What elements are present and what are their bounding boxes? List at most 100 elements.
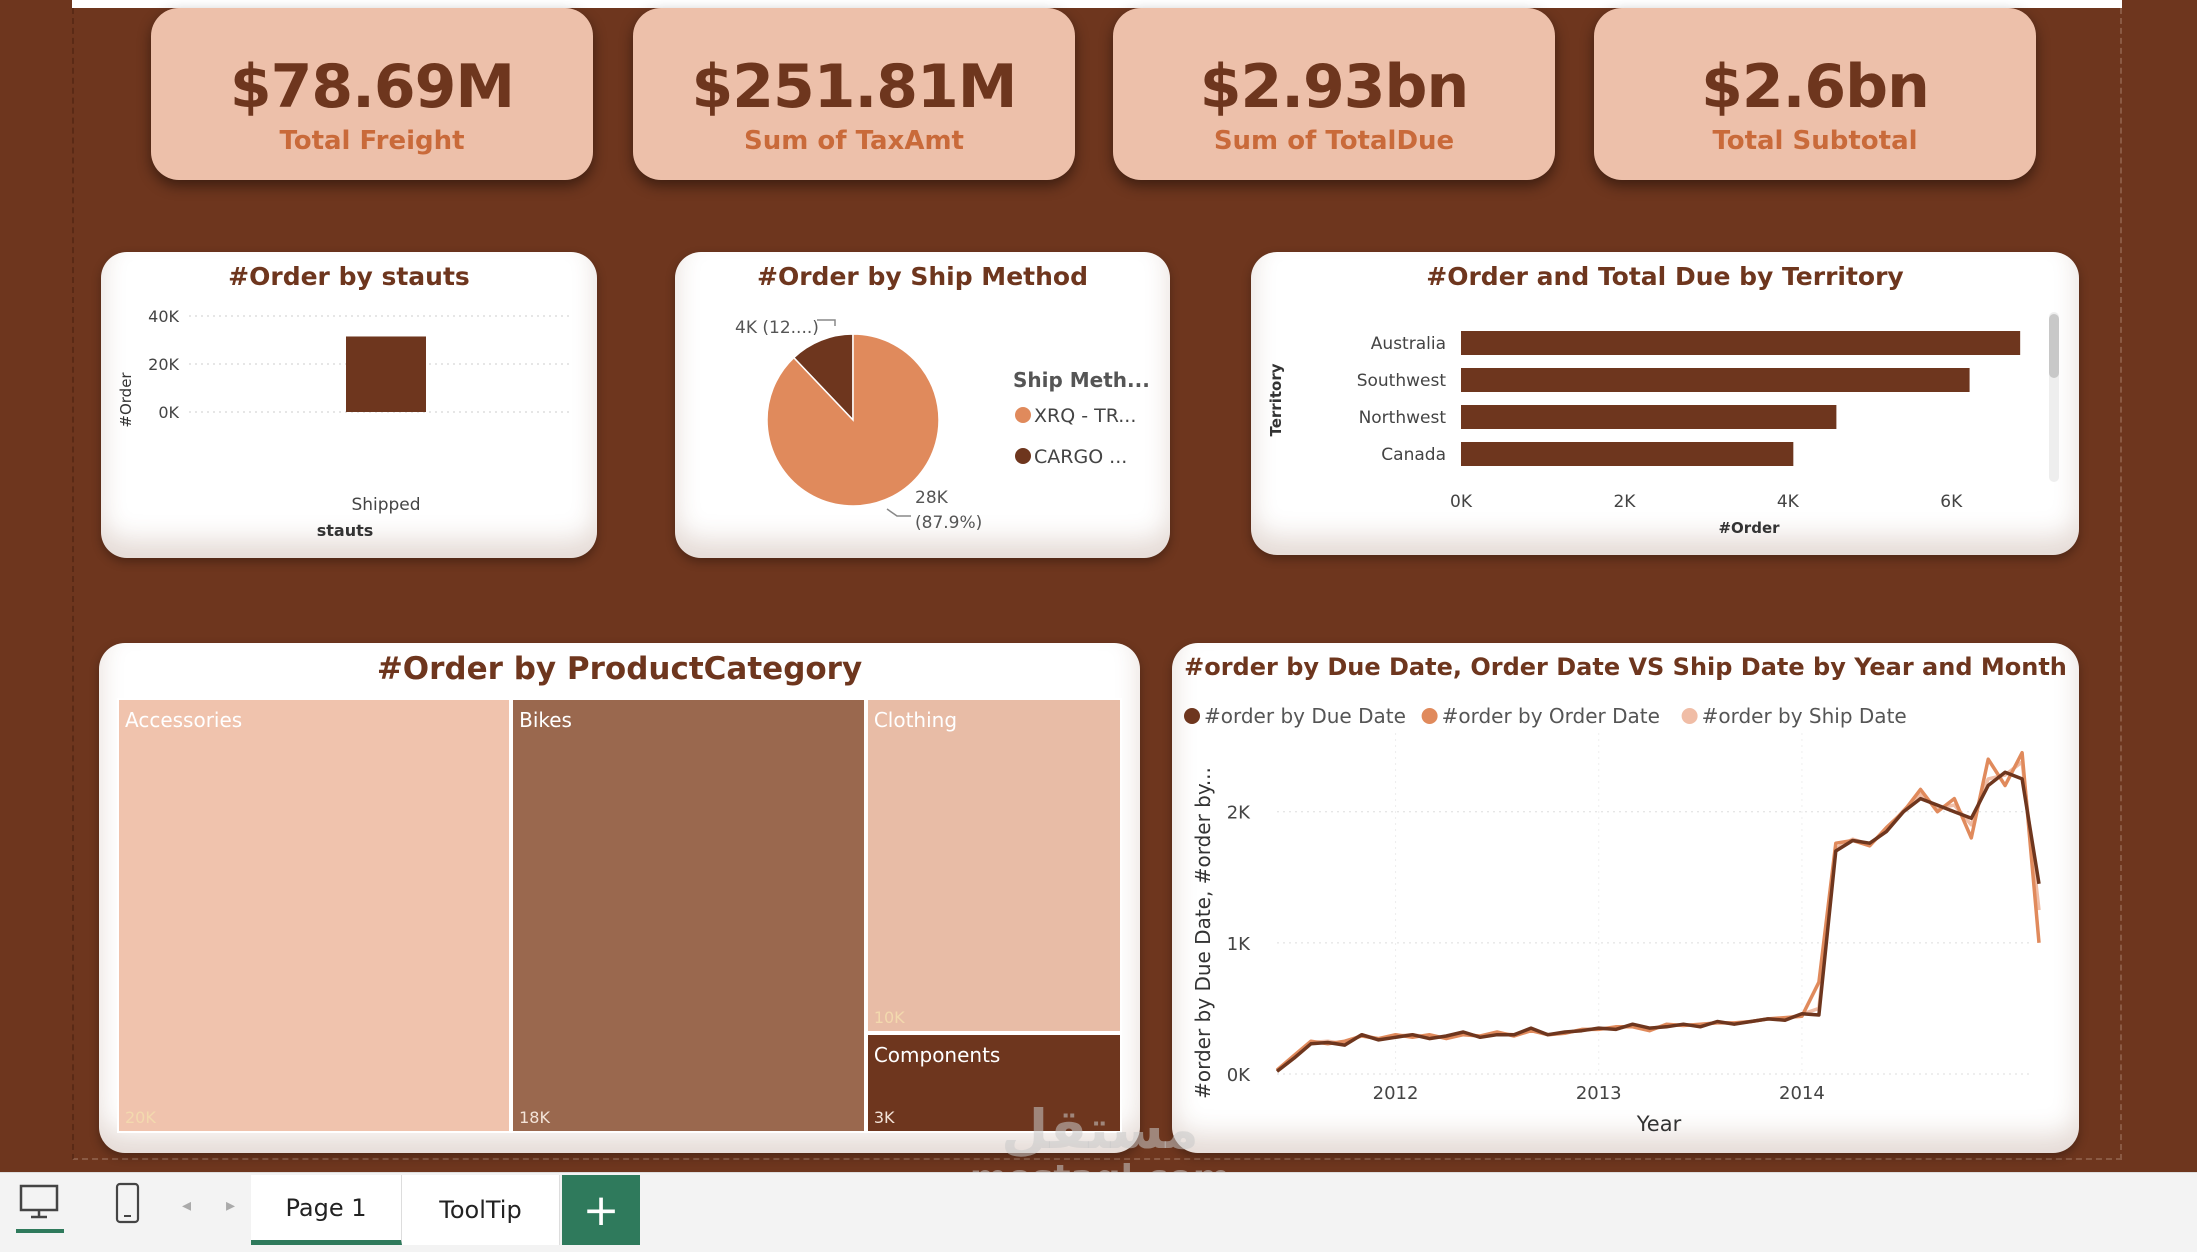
canvas-top-strip — [72, 0, 2122, 8]
line-x-axis-label: Year — [1636, 1112, 1682, 1136]
territory-y-tick: Australia — [1371, 334, 1446, 354]
status-y-tick: 20K — [148, 355, 179, 374]
territory-chart-card[interactable]: #Order and Total Due by Territory Austra… — [1251, 252, 2079, 555]
pie-leader-line-xrq — [886, 508, 911, 517]
line-legend-dot — [1184, 708, 1200, 724]
line-chart-svg: #order by Due Date #order by Order Date #o… — [1184, 704, 2041, 1136]
status-chart-svg: 0K 20K 40K Shipped #Order stauts — [117, 307, 571, 540]
status-x-tick: Shipped — [351, 495, 420, 515]
line-x-tick: 2013 — [1576, 1083, 1622, 1104]
territory-x-axis-label: #Order — [1718, 519, 1780, 537]
ship-legend-title: Ship Meth... — [1013, 368, 1150, 392]
pie-data-label-xrq-pct: (87.9%) — [915, 513, 982, 533]
status-y-tick: 40K — [148, 307, 179, 326]
status-x-axis-label: stauts — [317, 521, 374, 540]
treemap-tile[interactable]: Components 3K — [865, 1032, 1122, 1133]
treemap-tile[interactable]: Clothing 10K — [865, 698, 1122, 1033]
line-legend-item[interactable]: #order by Due Date — [1204, 704, 1406, 728]
ship-chart-title: #Order by Ship Method — [757, 262, 1088, 291]
status-y-tick: 0K — [158, 403, 179, 422]
ship-legend-item-xrq[interactable]: XRQ - TR... — [1034, 405, 1136, 427]
next-page-icon[interactable]: ▸ — [226, 1195, 236, 1216]
treemap-tile[interactable]: Accessories 20K — [117, 698, 512, 1133]
kpi-sum-taxamt[interactable]: $251.81M Sum of TaxAmt — [633, 8, 1075, 180]
page-tab-bar: ◂ ▸ Page 1 ToolTip + — [0, 1172, 2197, 1252]
line-legend-dot — [1421, 708, 1438, 724]
treemap-tile-value: 20K — [125, 1108, 156, 1127]
territory-chart-svg: Australia Southwest Northwest Canada 0K 2K 4K 6… — [1267, 312, 2059, 537]
ship-method-chart-card[interactable]: #Order by Ship Method 4K (12....) 28K (8… — [675, 252, 1170, 558]
kpi-total-freight[interactable]: $78.69M Total Freight — [151, 8, 593, 180]
kpi-label: Total Freight — [279, 126, 465, 156]
treemap-tile-label: Clothing — [873, 708, 958, 732]
watermark-arabic: مستقل — [1001, 1098, 1199, 1161]
territory-y-tick: Northwest — [1359, 408, 1447, 428]
status-bar[interactable] — [346, 336, 426, 412]
line-x-tick: 2014 — [1779, 1083, 1825, 1104]
kpi-value: $2.93bn — [1199, 52, 1469, 122]
treemap-tile-label: Accessories — [125, 708, 243, 732]
territory-x-tick: 0K — [1450, 492, 1473, 512]
territory-bar[interactable] — [1461, 405, 1837, 429]
tab-page-1[interactable]: Page 1 — [251, 1175, 402, 1245]
desktop-view-indicator — [16, 1229, 64, 1233]
treemap-tile[interactable]: Bikes 18K — [511, 698, 866, 1133]
tab-tooltip[interactable]: ToolTip — [402, 1175, 560, 1245]
prev-page-icon[interactable]: ◂ — [182, 1195, 192, 1216]
canvas-boundary — [72, 8, 2122, 1160]
treemap-tile-label: Bikes — [519, 708, 572, 732]
ship-legend-item-cargo[interactable]: CARGO ... — [1034, 446, 1127, 468]
line-y-tick: 2K — [1227, 803, 1251, 824]
legend-dot-cargo — [1015, 448, 1031, 464]
kpi-sum-totaldue[interactable]: $2.93bn Sum of TotalDue — [1113, 8, 1555, 180]
treemap-tile-value: 18K — [519, 1108, 550, 1127]
territory-x-tick: 4K — [1777, 492, 1800, 512]
category-chart-title: #Order by ProductCategory — [376, 651, 863, 687]
kpi-value: $2.6bn — [1701, 52, 1930, 122]
territory-y-tick: Canada — [1381, 445, 1446, 465]
territory-x-tick: 2K — [1613, 492, 1636, 512]
pie-data-label-cargo: 4K (12....) — [735, 318, 819, 338]
status-chart-title: #Order by stauts — [228, 262, 470, 291]
line-y-tick: 1K — [1227, 934, 1251, 955]
add-page-button[interactable]: + — [562, 1175, 640, 1245]
mobile-view-icon[interactable] — [114, 1181, 142, 1227]
status-chart-card[interactable]: #Order by stauts 0K 20K 40K Shipped #Order… — [101, 252, 597, 558]
legend-dot-xrq — [1015, 407, 1031, 423]
line-legend-dot — [1681, 708, 1698, 724]
status-y-axis-label: #Order — [117, 372, 135, 428]
treemap-tile-value: 3K — [873, 1107, 895, 1127]
date-line-chart-card[interactable]: #order by Due Date, Order Date VS Ship D… — [1172, 643, 2079, 1153]
line-legend-item[interactable]: #order by Order Date — [1442, 704, 1660, 728]
desktop-view-icon[interactable] — [18, 1183, 62, 1223]
territory-bar[interactable] — [1461, 442, 1794, 466]
pie-slice[interactable] — [766, 333, 940, 507]
territory-bar[interactable] — [1461, 331, 2021, 355]
line-y-tick: 0K — [1227, 1065, 1251, 1086]
line-series[interactable] — [1275, 770, 2041, 1073]
territory-bar[interactable] — [1461, 368, 1970, 392]
kpi-label: Sum of TotalDue — [1213, 126, 1455, 156]
line-legend-item[interactable]: #order by Ship Date — [1702, 704, 1907, 728]
category-chart-card[interactable]: #Order by ProductCategory Accessories 20K… — [99, 643, 1140, 1153]
treemap-tile-label: Components — [873, 1042, 1001, 1067]
pie-slice[interactable] — [792, 333, 854, 422]
territory-x-tick: 6K — [1940, 492, 1963, 512]
line-x-tick: 2012 — [1373, 1083, 1419, 1104]
line-series[interactable] — [1275, 760, 2041, 1073]
kpi-value: $78.69M — [229, 52, 515, 122]
pie-leader-line-cargo — [817, 319, 836, 326]
pie-data-label-xrq: 28K — [915, 488, 949, 508]
line-y-axis-label: #order by Due Date, #order by... — [1191, 767, 1215, 1099]
category-treemap: Accessories 20K Bikes 18K Clothing 10K Compone… — [117, 698, 1122, 1133]
territory-chart-title: #Order and Total Due by Territory — [1426, 262, 1904, 291]
line-chart-title: #order by Due Date, Order Date VS Ship D… — [1184, 653, 2067, 681]
ship-chart-svg: 4K (12....) 28K (87.9%) Ship Meth... XRQ… — [735, 318, 1150, 533]
kpi-value: $251.81M — [691, 52, 1018, 122]
territory-y-axis-label: Territory — [1267, 363, 1285, 436]
territory-scrollbar-thumb[interactable] — [2049, 314, 2059, 378]
kpi-label: Total Subtotal — [1712, 126, 1918, 156]
kpi-total-subtotal[interactable]: $2.6bn Total Subtotal — [1594, 8, 2036, 180]
kpi-label: Sum of TaxAmt — [744, 126, 964, 156]
treemap-tile-value: 10K — [873, 1007, 905, 1027]
